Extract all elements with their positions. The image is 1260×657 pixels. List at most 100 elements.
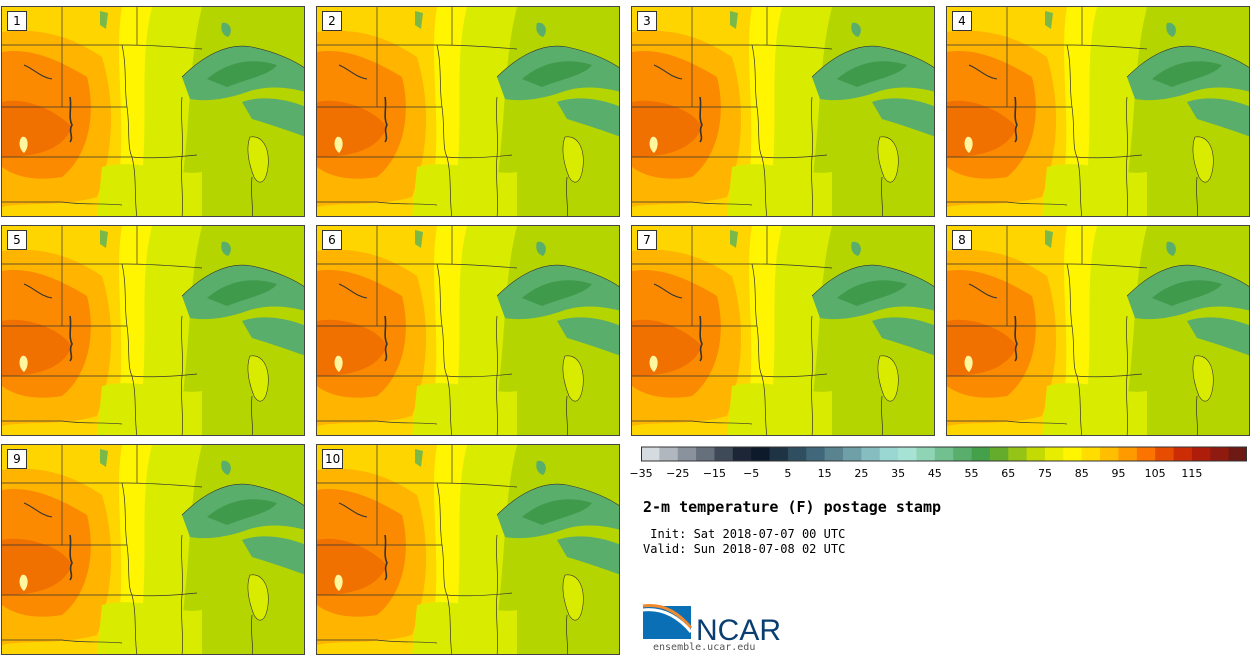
border-state: [1066, 263, 1083, 435]
lake-michigan: [877, 355, 899, 402]
lake-huron: [557, 98, 619, 137]
stamp-panel-1: 1: [1, 6, 305, 217]
colorbar-swatch: [879, 447, 899, 461]
panel-number: 1: [7, 11, 27, 31]
colorbar-tick-label: −25: [666, 467, 690, 480]
colorbar-swatch: [732, 447, 752, 461]
river-missouri: [69, 96, 73, 143]
colorbar-tick-label: −15: [702, 467, 727, 480]
stamp-map-2: [317, 7, 619, 216]
lake-winnipeg: [415, 11, 423, 29]
ensemble-url: ensemble.ucar.edu: [653, 642, 756, 653]
temp-field-hot-core: [317, 100, 387, 157]
shoreline: [181, 45, 304, 78]
lake-michigan: [1192, 355, 1214, 402]
panel-number: 2: [322, 11, 342, 31]
stamp-map-9: [2, 445, 304, 654]
border-state: [496, 315, 498, 435]
lake-nipigon: [1166, 22, 1176, 37]
stamp-panel-9: 9: [1, 444, 305, 655]
border-state: [632, 420, 753, 425]
border-state: [496, 534, 498, 654]
border-canada-us: [317, 44, 518, 50]
border-state: [251, 395, 253, 435]
shoreline: [496, 45, 619, 78]
lake-winnipeg: [415, 230, 423, 248]
colorbar-tick-label: 85: [1074, 467, 1089, 480]
valid-time: Valid: Sun 2018-07-08 02 UTC: [643, 542, 846, 556]
lake-small: [649, 136, 658, 153]
river-detail: [23, 502, 53, 518]
border-state: [181, 315, 183, 435]
colorbar-tick-label: 5: [784, 467, 792, 480]
lake-michigan: [562, 355, 584, 402]
stamp-map-3: [632, 7, 934, 216]
colorbar-swatch: [696, 447, 715, 461]
lake-nipigon: [536, 22, 546, 37]
colorbar-swatch: [934, 447, 954, 461]
panel-number: 5: [7, 230, 27, 250]
border-state: [566, 614, 568, 654]
lake-superior-core: [522, 280, 592, 306]
init-time: Init: Sat 2018-07-07 00 UTC: [643, 527, 846, 541]
river-missouri: [699, 96, 703, 143]
logo-swoosh-white: [642, 608, 693, 633]
river-detail: [23, 283, 53, 299]
border-state: [566, 176, 568, 216]
colorbar-swatch: [898, 447, 917, 461]
border-canada-us: [947, 44, 1148, 50]
colorbar-swatch: [953, 447, 972, 461]
colorbar-tick-label: 15: [817, 467, 832, 480]
border-state: [251, 176, 253, 216]
lake-nipigon: [1166, 241, 1176, 256]
stamp-map-8: [947, 226, 1249, 435]
colorbar-swatch: [824, 447, 844, 461]
temp-field-hot-core: [317, 538, 387, 595]
stamp-map-5: [2, 226, 304, 435]
panel-number: 8: [952, 230, 972, 250]
lake-huron: [242, 536, 304, 575]
colorbar-swatch: [769, 447, 789, 461]
colorbar-swatch: [1191, 447, 1211, 461]
border-state: [632, 201, 753, 206]
colorbar-tick-label: 25: [854, 467, 869, 480]
border-canada-us: [947, 263, 1148, 269]
lake-michigan: [247, 574, 269, 621]
border-state: [751, 44, 768, 216]
stamp-panel-10: 10: [316, 444, 620, 655]
shoreline: [496, 483, 619, 516]
temp-field-south: [1042, 383, 1147, 435]
lake-superior-core: [207, 280, 277, 306]
temp-field-hot-core: [317, 319, 387, 376]
border-state: [251, 614, 253, 654]
lake-nipigon: [221, 22, 231, 37]
temp-field-south: [412, 602, 517, 654]
shoreline: [811, 264, 934, 297]
border-state: [121, 44, 138, 216]
colorbar-swatch: [751, 447, 770, 461]
panel-number: 7: [637, 230, 657, 250]
stamp-map-1: [2, 7, 304, 216]
border-state: [1126, 315, 1128, 435]
panel-number: 4: [952, 11, 972, 31]
colorbar-tick-label: 45: [927, 467, 942, 480]
lake-small: [334, 355, 343, 372]
stamp-panel-8: 8: [946, 225, 1250, 436]
river-detail: [653, 283, 683, 299]
lake-huron: [872, 317, 934, 356]
lake-small: [649, 355, 658, 372]
colorbar-swatch: [916, 447, 936, 461]
river-missouri: [1014, 315, 1018, 362]
border-canada-us: [317, 263, 518, 269]
shoreline: [181, 483, 304, 516]
river-detail: [968, 64, 998, 80]
lake-superior-core: [1152, 280, 1222, 306]
colorbar-swatch: [1045, 447, 1064, 461]
lake-huron: [557, 317, 619, 356]
border-canada-us: [2, 263, 203, 269]
river-missouri: [384, 96, 388, 143]
lake-huron: [1187, 98, 1249, 137]
river-missouri: [384, 534, 388, 581]
lake-nipigon: [851, 241, 861, 256]
border-state: [751, 263, 768, 435]
